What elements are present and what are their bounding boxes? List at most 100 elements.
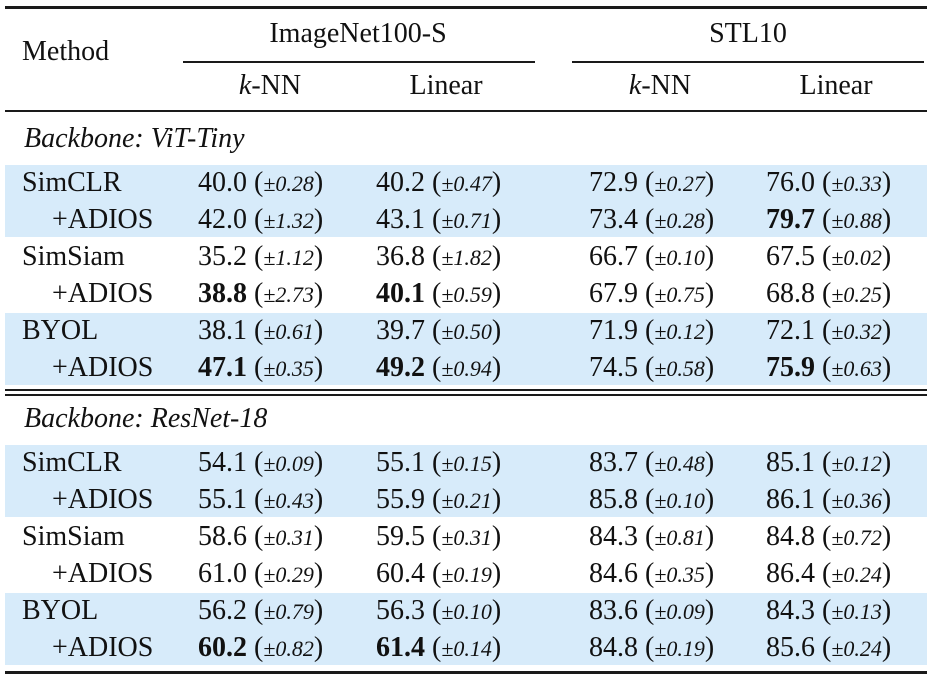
table-cell: 40.1 (±0.59) (376, 278, 502, 309)
table-row: SimCLR 40.0 (±0.28) 40.2 (±0.47) 72.9 (±0.2… (0, 165, 934, 201)
table-row: +ADIOS 60.2 (±0.82) 61.4 (±0.14) 84.8 (±0.1… (0, 630, 934, 666)
stl10-knn-header: k-NN (628, 70, 692, 101)
cell-value: 55.1 (376, 447, 425, 478)
method-label: +ADIOS (52, 352, 154, 383)
cell-std: ±0.28 (654, 208, 705, 233)
cell-value: 67.5 (766, 241, 815, 272)
imagenet100-s-header: ImageNet100-S (269, 18, 447, 49)
cell-std: ±0.28 (263, 171, 314, 196)
cell-std: ±0.21 (441, 488, 492, 513)
table-cell: 55.9 (±0.21) (376, 484, 502, 515)
cell-std: ±0.25 (831, 282, 882, 307)
table-cell: 55.1 (±0.15) (376, 447, 502, 478)
method-column-header: Method (22, 36, 110, 67)
cell-value: 60.4 (376, 558, 425, 589)
table-cell: 59.5 (±0.31) (376, 521, 502, 552)
cell-value: 56.2 (198, 595, 247, 626)
table-cell: 71.9 (±0.12) (589, 315, 715, 346)
section-separator-rule (5, 389, 927, 391)
cell-value: 74.5 (589, 352, 638, 383)
cell-value: 86.4 (766, 558, 815, 589)
table-cell: 35.2 (±1.12) (198, 241, 324, 272)
cell-std: ±0.29 (263, 562, 314, 587)
cell-value: 47.1 (198, 352, 247, 383)
cell-std: ±0.50 (441, 319, 492, 344)
table-cell: 60.2 (±0.82) (198, 632, 324, 663)
table-row: +ADIOS 55.1 (±0.43) 55.9 (±0.21) 85.8 (±0.1… (0, 482, 934, 518)
cell-std: ±0.59 (441, 282, 492, 307)
table-cell: 58.6 (±0.31) (198, 521, 324, 552)
cell-value: 72.1 (766, 315, 815, 346)
table-row: +ADIOS 38.8 (±2.73) 40.1 (±0.59) 67.9 (±0.7… (0, 276, 934, 312)
cell-value: 36.8 (376, 241, 425, 272)
table-row: BYOL 56.2 (±0.79) 56.3 (±0.10) 83.6 (±0.09)… (0, 593, 934, 629)
cell-value: 61.4 (376, 632, 425, 663)
cell-value: 40.1 (376, 278, 425, 309)
cell-value: 75.9 (766, 352, 815, 383)
cell-std: ±0.35 (263, 356, 314, 381)
cell-std: ±0.58 (654, 356, 705, 381)
table-row: SimCLR 54.1 (±0.09) 55.1 (±0.15) 83.7 (±0.4… (0, 445, 934, 481)
table-cell: 83.7 (±0.48) (589, 447, 715, 478)
cell-value: 85.1 (766, 447, 815, 478)
table-cell: 86.4 (±0.24) (766, 558, 892, 589)
cell-value: 71.9 (589, 315, 638, 346)
table-cell: 67.5 (±0.02) (766, 241, 892, 272)
method-label: SimSiam (22, 521, 125, 552)
table-cell: 86.1 (±0.36) (766, 484, 892, 515)
cell-value: 55.9 (376, 484, 425, 515)
cell-std: ±0.12 (831, 451, 882, 476)
cell-value: 84.8 (589, 632, 638, 663)
cell-std: ±0.33 (831, 171, 882, 196)
cell-value: 86.1 (766, 484, 815, 515)
method-label: SimSiam (22, 241, 125, 272)
cell-value: 40.0 (198, 167, 247, 198)
cell-value: 43.1 (376, 204, 425, 235)
table-cell: 72.9 (±0.27) (589, 167, 715, 198)
table-row: BYOL 38.1 (±0.61) 39.7 (±0.50) 71.9 (±0.12)… (0, 313, 934, 349)
cell-std: ±0.82 (263, 636, 314, 661)
table-cell: 76.0 (±0.33) (766, 167, 892, 198)
table-cell: 61.4 (±0.14) (376, 632, 502, 663)
cell-std: ±0.15 (441, 451, 492, 476)
method-label: +ADIOS (52, 558, 154, 589)
cell-value: 85.8 (589, 484, 638, 515)
cell-std: ±0.94 (441, 356, 492, 381)
imagenet-knn-header: k-NN (238, 70, 302, 101)
cell-value: 49.2 (376, 352, 425, 383)
cell-std: ±0.09 (654, 599, 705, 624)
cell-std: ±1.82 (441, 245, 492, 270)
cell-value: 84.3 (589, 521, 638, 552)
cell-std: ±1.12 (263, 245, 314, 270)
table-row: +ADIOS 42.0 (±1.32) 43.1 (±0.71) 73.4 (±0.2… (0, 202, 934, 238)
highlight-band-byol-resnet (5, 593, 927, 665)
table-cell: 85.1 (±0.12) (766, 447, 892, 478)
cell-std: ±0.24 (831, 636, 882, 661)
method-label: +ADIOS (52, 632, 154, 663)
cell-std: ±0.35 (654, 562, 705, 587)
cell-std: ±1.32 (263, 208, 314, 233)
table-cell: 60.4 (±0.19) (376, 558, 502, 589)
cell-std: ±0.27 (654, 171, 705, 196)
cell-value: 84.8 (766, 521, 815, 552)
cell-std: ±0.10 (654, 245, 705, 270)
cell-std: ±0.47 (441, 171, 492, 196)
cell-std: ±2.73 (263, 282, 314, 307)
cell-std: ±0.14 (441, 636, 492, 661)
table-cell: 84.8 (±0.72) (766, 521, 892, 552)
cell-std: ±0.75 (654, 282, 705, 307)
table-cell: 75.9 (±0.63) (766, 352, 892, 383)
cell-std: ±0.48 (654, 451, 705, 476)
table-cell: 83.6 (±0.09) (589, 595, 715, 626)
cell-value: 83.7 (589, 447, 638, 478)
table-cell: 36.8 (±1.82) (376, 241, 502, 272)
cell-std: ±0.10 (654, 488, 705, 513)
table-cell: 54.1 (±0.09) (198, 447, 324, 478)
highlight-band-simclr-vit (5, 165, 927, 237)
table-row: SimSiam 35.2 (±1.12) 36.8 (±1.82) 66.7 (±0.… (0, 239, 934, 275)
table-row: +ADIOS 61.0 (±0.29) 60.4 (±0.19) 84.6 (±0.3… (0, 556, 934, 592)
table-cell: 38.1 (±0.61) (198, 315, 324, 346)
cell-value: 38.1 (198, 315, 247, 346)
table-cell: 56.3 (±0.10) (376, 595, 502, 626)
section-separator-rule-2 (5, 394, 927, 396)
